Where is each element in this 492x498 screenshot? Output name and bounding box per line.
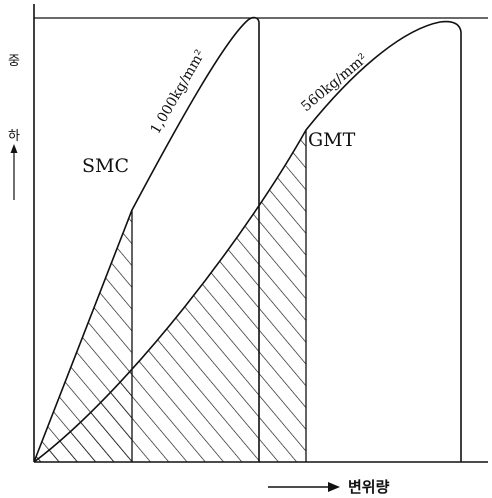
gmt-hatched-area (34, 130, 306, 462)
gmt-curve (33, 20, 462, 463)
smc-label: SMC (82, 155, 129, 177)
y-axis-arrow (10, 144, 18, 200)
x-axis-label: 변위량 (348, 478, 390, 496)
x-axis-arrow (268, 482, 340, 492)
y-label-char-2: 하 (8, 129, 20, 144)
y-label-char-1: 중 (8, 54, 20, 69)
smc-curve (33, 16, 260, 463)
gmt-slope-annotation: 560kg/mm² (298, 51, 370, 115)
gmt-label: GMT (308, 129, 356, 151)
smc-slope-annotation: 1,000kg/mm² (148, 47, 209, 137)
